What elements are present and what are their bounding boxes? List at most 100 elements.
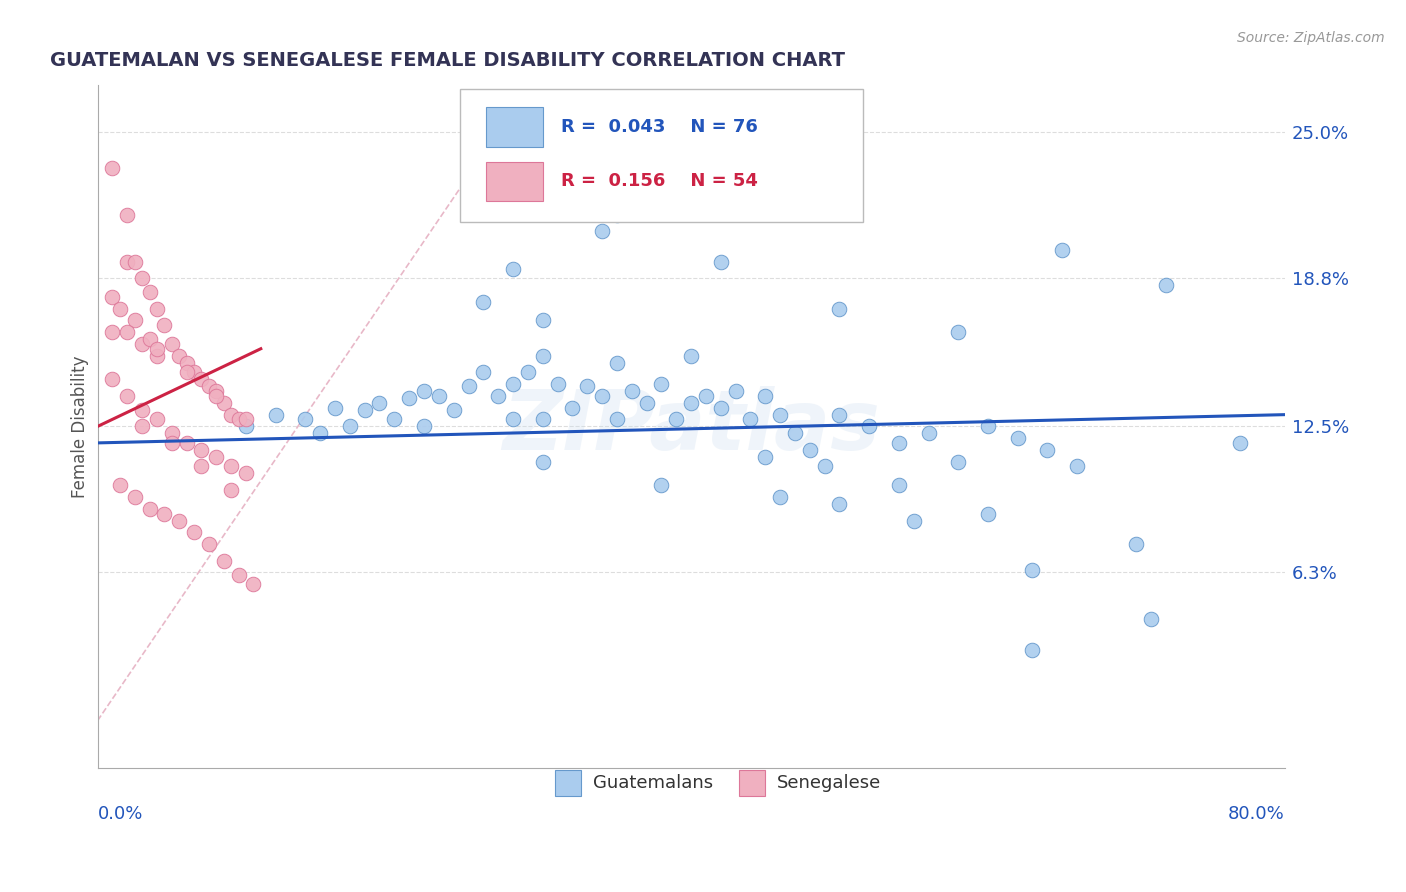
Point <box>413 419 436 434</box>
FancyBboxPatch shape <box>460 88 863 221</box>
Point <box>146 301 169 316</box>
Point <box>606 208 628 222</box>
Text: R =  0.043    N = 76: R = 0.043 N = 76 <box>561 118 758 136</box>
Point <box>486 389 509 403</box>
Point <box>650 478 672 492</box>
Point <box>228 567 250 582</box>
Point <box>531 412 554 426</box>
Point <box>146 412 169 426</box>
Point <box>413 384 436 398</box>
Text: R =  0.156    N = 54: R = 0.156 N = 54 <box>561 172 758 190</box>
Point <box>160 426 183 441</box>
Point <box>887 436 910 450</box>
Point <box>131 403 153 417</box>
Point <box>472 294 495 309</box>
Point <box>101 161 124 175</box>
Text: 80.0%: 80.0% <box>1227 805 1285 823</box>
Point <box>124 313 146 327</box>
Point <box>101 325 124 339</box>
Point <box>212 396 235 410</box>
Point <box>101 290 124 304</box>
Text: Guatemalans: Guatemalans <box>592 774 713 792</box>
Point <box>799 442 821 457</box>
Point <box>153 318 176 333</box>
Point <box>814 459 837 474</box>
Point <box>754 389 776 403</box>
Point <box>190 442 212 457</box>
Point <box>502 412 524 426</box>
Point <box>124 490 146 504</box>
Point <box>1021 643 1043 657</box>
Point <box>946 325 969 339</box>
Point <box>235 419 257 434</box>
Point <box>576 379 599 393</box>
Point <box>783 426 806 441</box>
Point <box>828 497 851 511</box>
Point <box>198 379 221 393</box>
Y-axis label: Female Disability: Female Disability <box>72 355 89 498</box>
Point <box>472 365 495 379</box>
Point <box>117 208 139 222</box>
Point <box>160 337 183 351</box>
Point <box>235 412 257 426</box>
Point <box>681 349 703 363</box>
Point <box>382 412 405 426</box>
Point <box>190 372 212 386</box>
Point <box>531 349 554 363</box>
Point <box>1229 436 1251 450</box>
Point <box>858 419 880 434</box>
Point <box>198 537 221 551</box>
Point <box>353 403 375 417</box>
Point <box>176 365 198 379</box>
FancyBboxPatch shape <box>738 771 765 797</box>
FancyBboxPatch shape <box>485 161 543 202</box>
Point <box>516 365 538 379</box>
Point <box>903 514 925 528</box>
Point <box>228 412 250 426</box>
Point <box>531 313 554 327</box>
Point <box>977 507 1000 521</box>
Point <box>740 412 762 426</box>
Point <box>591 224 613 238</box>
Point <box>636 396 658 410</box>
Text: Source: ZipAtlas.com: Source: ZipAtlas.com <box>1237 31 1385 45</box>
Point <box>917 426 939 441</box>
Point <box>183 525 205 540</box>
Point <box>212 553 235 567</box>
Point <box>398 391 420 405</box>
Point <box>242 577 264 591</box>
Point <box>117 254 139 268</box>
Point <box>977 419 1000 434</box>
Point <box>138 332 160 346</box>
Point <box>710 254 733 268</box>
Point <box>1007 431 1029 445</box>
Point <box>681 396 703 410</box>
Point <box>131 337 153 351</box>
Point <box>650 377 672 392</box>
Point <box>561 401 583 415</box>
Point <box>710 401 733 415</box>
Point <box>1021 563 1043 577</box>
Point <box>828 301 851 316</box>
Point <box>769 408 792 422</box>
Point <box>205 384 228 398</box>
FancyBboxPatch shape <box>554 771 581 797</box>
Point <box>502 261 524 276</box>
Text: GUATEMALAN VS SENEGALESE FEMALE DISABILITY CORRELATION CHART: GUATEMALAN VS SENEGALESE FEMALE DISABILI… <box>51 51 845 70</box>
Point <box>101 372 124 386</box>
Point <box>724 384 747 398</box>
Point <box>205 450 228 464</box>
Point <box>740 168 762 182</box>
Text: Senegalese: Senegalese <box>776 774 880 792</box>
Point <box>754 450 776 464</box>
Point <box>443 403 465 417</box>
Point <box>695 389 717 403</box>
Point <box>946 455 969 469</box>
Point <box>606 412 628 426</box>
Point <box>531 455 554 469</box>
Point <box>457 379 479 393</box>
Point <box>828 408 851 422</box>
Point <box>138 501 160 516</box>
FancyBboxPatch shape <box>485 107 543 146</box>
Point <box>1154 278 1177 293</box>
